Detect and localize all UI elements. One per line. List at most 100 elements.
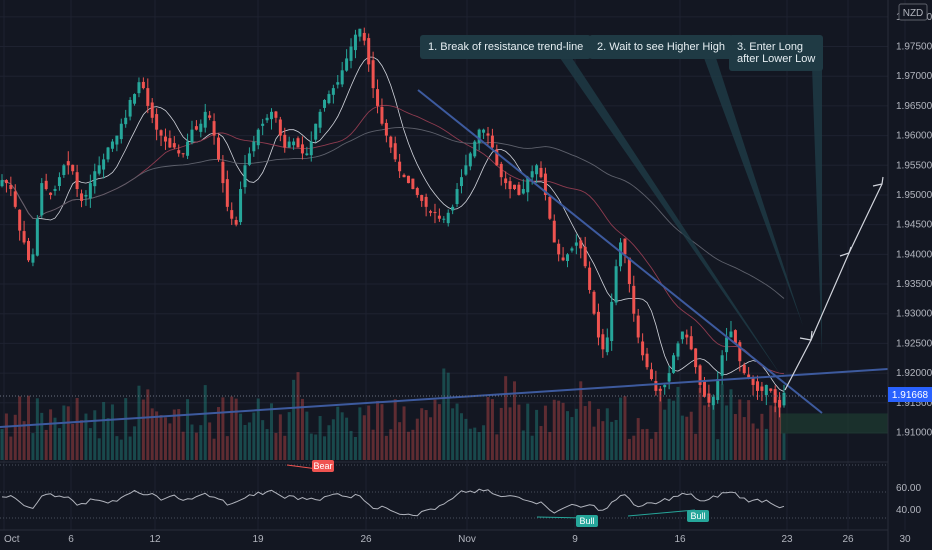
candle-body [588,267,592,290]
volume-bar [685,416,689,460]
candle-body [689,336,693,350]
candle-body [755,381,759,391]
volume-bar [234,398,238,460]
time-tick-label: 12 [149,534,161,545]
candle-body [327,94,331,104]
candle-body [216,137,220,160]
volume-bar [535,409,539,460]
candle-body [194,126,198,130]
volume-bar [482,425,486,460]
candle-body [336,82,340,85]
price-tick-label: 1.92000 [896,368,932,379]
volume-bar [676,386,680,460]
rsi-divergence-label: Bull [690,511,705,521]
candle-body [459,177,463,187]
candle-body [698,365,702,385]
volume-bar [393,399,397,460]
time-tick-label: 19 [252,534,264,545]
volume-bar [658,388,662,460]
candle-body [517,184,521,195]
candle-body [654,381,658,391]
candle-body [115,135,119,145]
candle-body [676,343,680,357]
volume-bar [345,417,349,460]
candle-body [146,88,150,106]
volume-bar [172,409,176,460]
candle-body [747,374,751,380]
candle-body [490,135,494,148]
volume-bar [110,404,114,460]
candle-body [181,153,185,155]
candle-body [477,129,481,143]
volume-bar [459,413,463,460]
candle-body [672,355,676,373]
volume-bar [738,399,742,460]
rsi-divergence-badge [576,515,598,527]
candle-body [256,129,260,146]
volume-bar [742,417,746,460]
moving-average-line [1,56,785,392]
volume-bar [725,405,729,460]
volume-bar [380,404,384,460]
volume-bar [716,439,720,460]
candle-body [552,220,556,243]
volume-bar [287,412,291,460]
volume-bar [596,408,600,460]
candle-body [437,215,441,219]
rsi-divergence-badge [312,460,334,472]
candle-body [592,291,596,314]
time-tick-label: 6 [68,534,74,545]
candle-body [208,115,212,118]
candle-body [27,240,31,261]
volume-bar [31,433,35,460]
candle-body [141,81,145,89]
pointer-higher-high [704,58,803,326]
volume-bar [654,432,658,460]
annotation-higher-high: 2. Wait to see Higher High [589,35,733,59]
rsi-line [1,488,785,517]
time-tick-label: 16 [674,534,686,545]
volume-bar [194,432,198,460]
volume-bar [623,396,627,460]
volume-bar [97,438,101,460]
candle-body [495,149,499,166]
candle-body [292,141,296,146]
price-tick-label: 1.91000 [896,427,932,438]
volume-bar [499,407,503,460]
volume-bar [0,429,4,460]
rsi-tick-label: 60.00 [896,483,921,494]
volume-bar [336,406,340,460]
volume-bar [252,412,256,460]
candle-body [702,381,706,397]
candle-body [84,194,88,197]
time-axis[interactable]: Oct 6 12 19 26 Nov 9 16 23 26 30 [0,529,911,545]
volume-bar [694,433,698,460]
candle-body [473,141,477,157]
volume-bar [133,426,137,460]
candle-body [769,388,773,391]
candle-body [349,46,353,61]
volume-bar [327,425,331,460]
volume-bar [539,426,543,460]
candle-body [645,353,649,368]
volume-bar [707,404,711,460]
volume-bar [543,405,547,460]
volume-bar [27,395,31,460]
candle-body [261,123,265,126]
volume-bar [66,406,70,460]
candle-body [707,393,711,403]
volume-bar [473,427,477,460]
volume-bar [442,368,446,460]
price-tick-label: 1.95000 [896,190,932,201]
candle-body [362,32,366,41]
candle-body [155,114,159,130]
candle-body [464,165,468,175]
volume-bar [49,409,53,460]
volume-bar [296,372,300,460]
candle-body [287,141,291,148]
volume-bar [583,406,587,460]
volume-bar [128,436,132,460]
volume-bar [212,438,216,460]
volume-bar [526,403,530,460]
